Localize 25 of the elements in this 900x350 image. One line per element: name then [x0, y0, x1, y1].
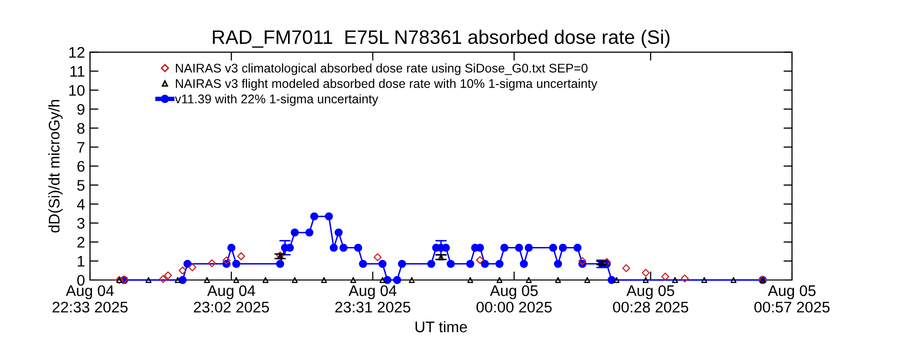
y-tick-label: 7	[77, 142, 84, 153]
y-tick-label: 3	[77, 218, 84, 229]
y-tick-label: 10	[69, 84, 85, 96]
legend-label: NAIRAS v3 climatological absorbed dose rate using SiDose_G0.txt SEP=0	[176, 63, 588, 76]
y-tick-label: 11	[70, 66, 84, 77]
legend-label: v11.39 with 22% 1-sigma uncertainty	[174, 94, 378, 106]
legend-label: NAIRAS v3 flight modeled absorbed dose rate with 10% 1-sigma uncertainty	[176, 78, 598, 90]
y-tick-label: 5	[77, 180, 84, 191]
y-axis-title: dD(Si)/dt microGy/h	[48, 100, 63, 232]
x-tick-label: Aug 05 00:28 2025	[612, 285, 688, 313]
y-tick-label: 12	[69, 47, 84, 58]
x-tick-label: Aug 05 00:57 2025	[754, 285, 830, 313]
x-axis-title: UT time	[416, 321, 467, 332]
y-tick-label: 0	[77, 274, 85, 286]
y-tick-label: 8	[77, 122, 84, 134]
x-tick-label: Aug 04 22:33 2025	[52, 285, 128, 313]
y-tick-label: 6	[77, 160, 84, 172]
y-tick-label: 1	[78, 256, 84, 267]
y-tick-label: 2	[77, 236, 84, 248]
x-tick-label: Aug 04 23:31 2025	[335, 285, 410, 313]
y-tick-label: 4	[76, 199, 85, 210]
x-tick-label: Aug 04 23:02 2025	[194, 285, 269, 313]
y-tick-label: 9	[77, 104, 84, 115]
x-tick-label: Aug 05 00:00 2025	[476, 285, 552, 313]
chart-title: RAD_FM7011 E75L N78361 absorbed dose rate (Si)	[212, 30, 670, 48]
